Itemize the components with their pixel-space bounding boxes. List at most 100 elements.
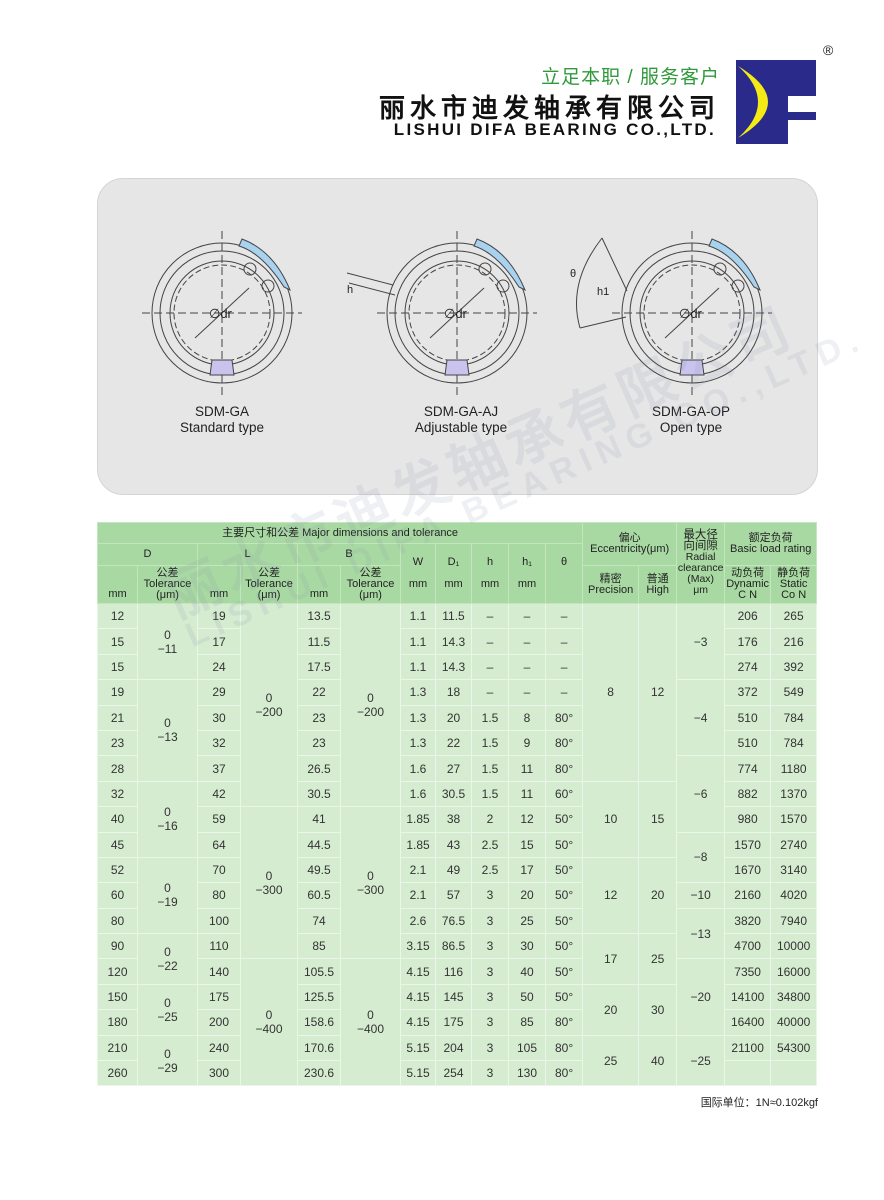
cell-l: 32 — [197, 729, 241, 757]
key-block — [209, 359, 235, 376]
cell-radial: −25 — [676, 1034, 726, 1087]
cell-b: 74 — [297, 907, 341, 935]
df-logo — [732, 60, 816, 144]
cell-h: 1.5 — [471, 729, 509, 757]
table-row: 90 0 −22 110 85 3.15 86.5 3 30 50° 17 25 4700 10000 — [97, 933, 818, 985]
cell-c: 1670 — [724, 856, 772, 884]
table-row: 28 37 26.5 1.6 27 1.5 11 80° −6 774 1180 — [97, 755, 818, 833]
tol-unit: (μm) — [156, 589, 179, 601]
cell-c: 2160 — [724, 882, 772, 909]
table-row: 40 59 0 −300 41 0 −300 1.85 38 2 12 50° 980 1570 — [97, 806, 818, 960]
cell-w: 2.6 — [400, 907, 436, 935]
tol-en: Tolerance — [245, 578, 293, 590]
cell-w: 1.1 — [400, 628, 436, 655]
model-type: Standard type — [179, 420, 265, 435]
table-row: 45 64 44.5 1.85 43 2.5 15 50° −8 1570 2740 — [97, 831, 818, 884]
cell-b: 11.5 — [297, 628, 341, 655]
cell-c: 372 — [724, 679, 772, 706]
cell-h: 3 — [471, 907, 509, 935]
cell-l: 17 — [197, 628, 241, 655]
cell-d: 210 — [97, 1034, 138, 1062]
radial-cn: 最大径向间隙 — [683, 529, 718, 552]
cell-co: 392 — [770, 653, 818, 681]
cell-h1: 20 — [508, 882, 546, 909]
cell-h1: – — [508, 653, 546, 681]
cell-radial: −20 — [676, 958, 726, 1036]
cell-theta: – — [544, 653, 584, 681]
cell-d1: 20 — [435, 704, 472, 731]
cell-l: 64 — [197, 831, 241, 858]
cell-b: 13.5 — [297, 602, 341, 630]
cell-h1: 50 — [508, 983, 546, 1011]
cell-l: 70 — [197, 856, 241, 884]
load-cn: 额定负荷 — [748, 532, 793, 544]
d1-label: D₁ — [447, 556, 460, 568]
precision-cn: 精密 — [599, 572, 622, 585]
cell-d: 52 — [97, 856, 138, 884]
table-row: 15 24 17.5 1.1 14.3– – –274 392 — [97, 653, 818, 681]
cell-d: 23 — [97, 729, 138, 757]
cell-d1: 43 — [435, 831, 472, 858]
header-L-tolerance: 公差 Tolerance (μm) — [240, 565, 298, 604]
cell-d1: 11.5 — [435, 602, 472, 630]
cell-l: 19 — [197, 602, 241, 630]
header-h1: h₁ mm — [508, 543, 546, 604]
cell-d1: 57 — [435, 882, 472, 909]
cell-h1: 25 — [508, 907, 546, 935]
cell-d-tol: 0 −29 — [137, 1034, 198, 1087]
outer-liner — [473, 238, 526, 292]
cell-precision: 25 — [582, 1034, 640, 1087]
unit-mm: mm — [517, 578, 537, 590]
model-name: SDM-GA — [195, 404, 249, 419]
high-en: High — [646, 583, 669, 596]
cell-l: 100 — [197, 907, 241, 935]
cell-l: 300 — [197, 1060, 241, 1087]
caption-adjustable: SDM-GA-AJ Adjustable type — [371, 404, 551, 436]
bearing-diagram: ∅dr — [142, 231, 302, 395]
cell-l: 80 — [197, 882, 241, 909]
cell-d: 260 — [97, 1060, 138, 1087]
cell-h1: 17 — [508, 856, 546, 884]
diameter-label: ∅dr — [679, 306, 703, 321]
h1-label: h₁ — [522, 556, 532, 568]
cell-h: 3 — [471, 958, 509, 985]
dynamic-unit: C N — [738, 589, 758, 601]
cell-theta: 50° — [544, 831, 584, 858]
cell-c: 1570 — [724, 831, 772, 858]
ecc-en: Eccentricity(μm) — [590, 543, 670, 555]
angle-label: θ — [570, 268, 576, 280]
caption-open: SDM-GA-OP Open type — [601, 404, 781, 436]
cell-d-tol: 0 −22 — [137, 933, 198, 985]
cell-radial: −6 — [676, 755, 726, 833]
static-cn: 静负荷 — [777, 567, 811, 579]
cell-co: 3140 — [770, 856, 818, 884]
cell-co: 549 — [770, 679, 818, 706]
header-high: 普通 High — [638, 565, 678, 604]
header-load: 额定负荷 Basic load rating — [724, 522, 818, 566]
cell-l: 37 — [197, 755, 241, 782]
cell-c: 176 — [724, 628, 772, 655]
caption-standard: SDM-GA Standard type — [132, 404, 312, 436]
cell-b: 23 — [297, 704, 341, 731]
cell-b: 105.5 — [297, 958, 341, 985]
opening — [579, 237, 628, 329]
cell-co: 784 — [770, 729, 818, 757]
cell-w: 4.15 — [400, 958, 436, 985]
cell-theta: 50° — [544, 983, 584, 1011]
bearing-diagrams: ∅dr ∅dr h ∅dr θ h1 — [142, 231, 772, 395]
gap-label: h — [347, 284, 353, 296]
cell-high: 20 — [638, 856, 678, 935]
static-unit: Co N — [781, 589, 807, 601]
tol-cn: 公差 — [359, 567, 382, 579]
cell-d1: 116 — [435, 958, 472, 985]
cell-w: 2.1 — [400, 856, 436, 884]
cell-w: 1.6 — [400, 780, 436, 808]
model-type: Open type — [659, 420, 723, 435]
cell-high: 15 — [638, 780, 678, 858]
cell-d1: 27 — [435, 755, 472, 782]
cell-d: 90 — [97, 933, 138, 960]
cell-h1: 30 — [508, 933, 546, 960]
cell-b: 17.5 — [297, 653, 341, 681]
cell-co: 54300 — [770, 1034, 818, 1062]
table-row: 80 100 74 2.6 76.5 3 25 50° −13 3820 7940 — [97, 907, 818, 960]
